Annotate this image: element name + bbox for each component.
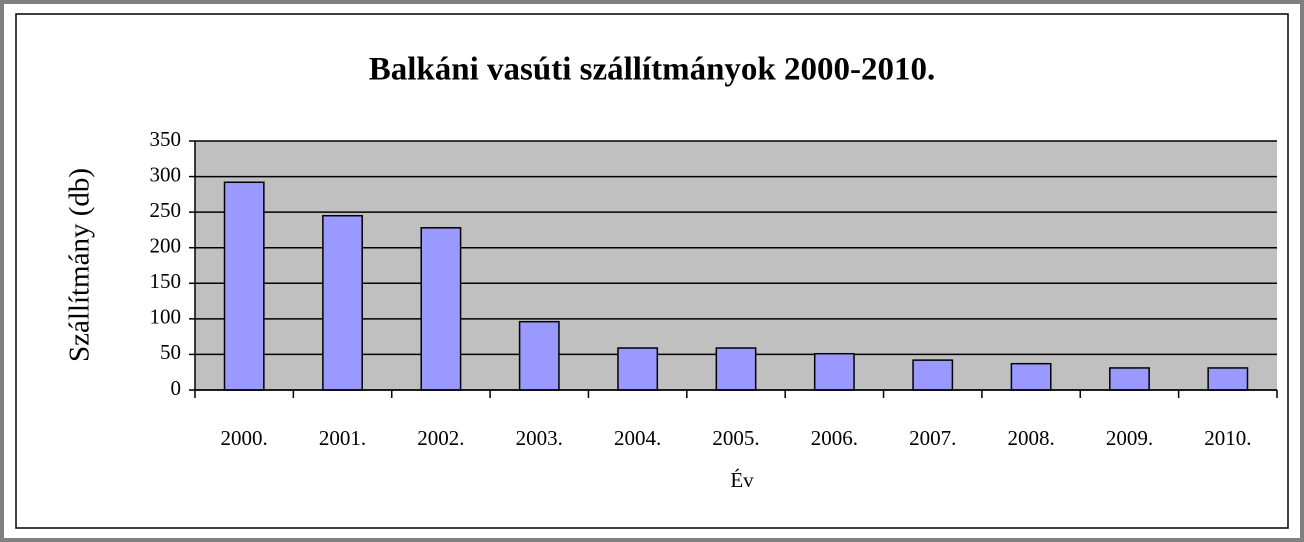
bar <box>223 181 265 391</box>
x-tick-label: 2001. <box>319 426 366 450</box>
x-tick-label: 2005. <box>712 426 759 450</box>
y-tick-label: 0 <box>171 376 182 400</box>
bar <box>1109 367 1150 391</box>
x-tick-label: 2009. <box>1106 426 1153 450</box>
bar <box>715 347 757 391</box>
x-tick-label: 2004. <box>614 426 661 450</box>
x-tick-label: 2003. <box>516 426 563 450</box>
bar <box>617 347 659 391</box>
y-tick-label: 50 <box>160 340 181 364</box>
bar <box>322 214 363 391</box>
x-tick-label: 2006. <box>811 426 858 450</box>
bar <box>1010 362 1052 391</box>
bar <box>518 320 560 391</box>
y-tick-label: 300 <box>150 162 182 186</box>
x-tick-label: 2008. <box>1007 426 1054 450</box>
y-tick-label: 350 <box>150 127 182 151</box>
x-tick-label: 2007. <box>909 426 956 450</box>
x-tick-label: 2000. <box>221 426 268 450</box>
bar <box>813 352 855 391</box>
x-axis-label: Év <box>730 468 754 492</box>
y-tick-label: 150 <box>150 269 182 293</box>
x-tick-label: 2002. <box>417 426 464 450</box>
y-tick-label: 250 <box>150 198 182 222</box>
y-tick-label: 100 <box>150 305 182 329</box>
bar <box>912 359 954 391</box>
y-tick-label: 200 <box>150 234 182 258</box>
y-axis-label: Szállítmány (db) <box>64 168 96 362</box>
x-tick-label: 2010. <box>1204 426 1251 450</box>
bar <box>420 227 462 391</box>
bar <box>1207 367 1249 391</box>
chart-title: Balkáni vasúti szállítmányok 2000-2010. <box>369 52 936 88</box>
